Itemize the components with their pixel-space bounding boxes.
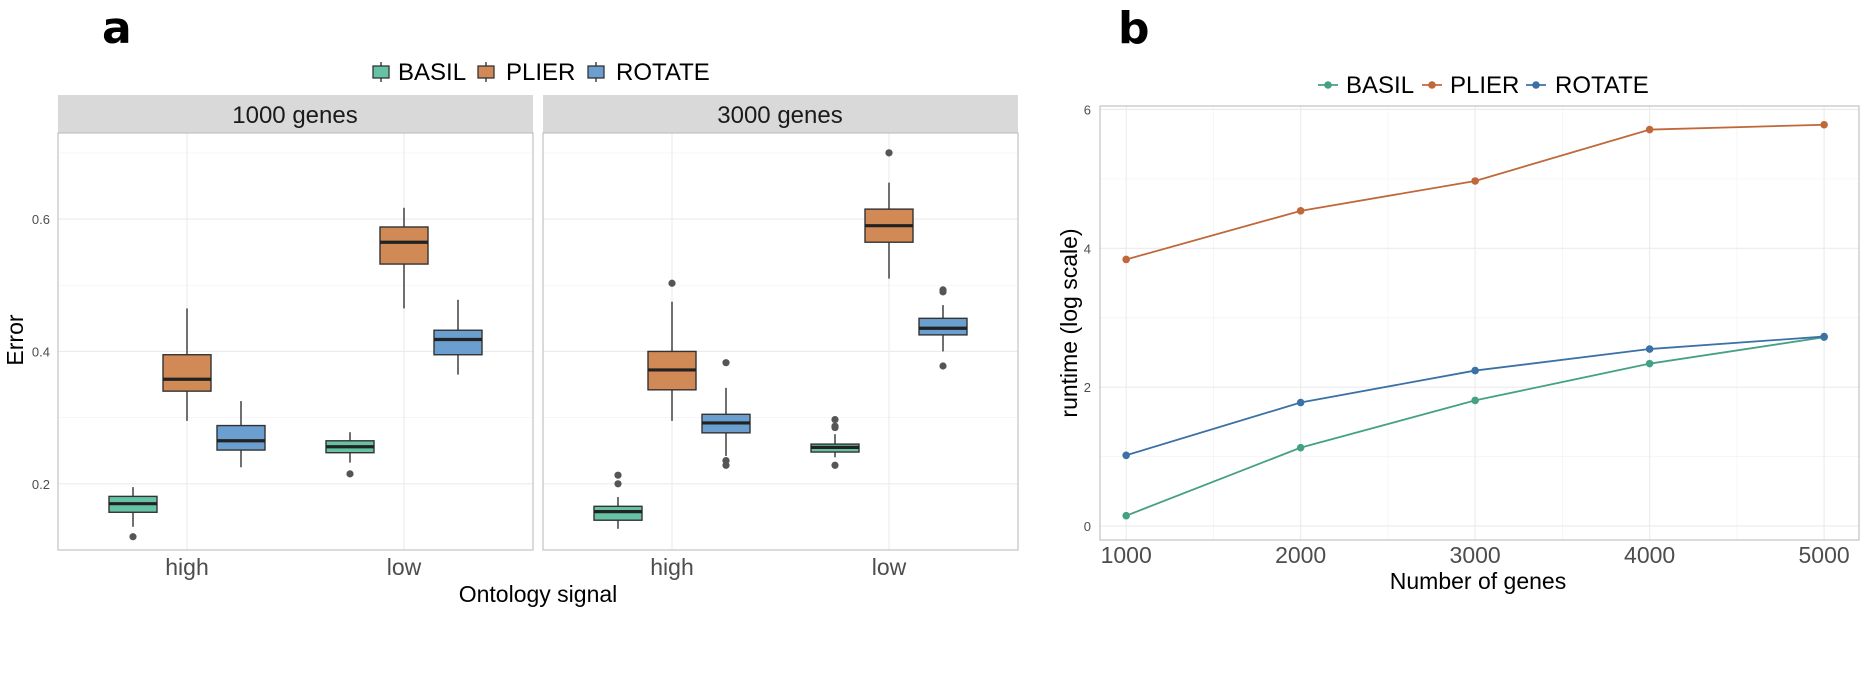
panel-b-plot-area: 1000 2000 3000 4000 5000 0 2 4 6	[1084, 102, 1860, 568]
point-rotate	[1471, 366, 1479, 375]
legend-b-dot-rotate	[1532, 81, 1540, 89]
legend-b-item-plier: PLIER	[1422, 72, 1519, 99]
outlier-basil-high	[614, 471, 622, 479]
facet-3000-plot	[542, 132, 1019, 551]
outlier-plier-low	[885, 149, 893, 157]
box-basil-high	[593, 505, 643, 521]
panel-a-y-axis: 0.2 0.4 0.6	[32, 212, 50, 492]
point-plier	[1122, 255, 1130, 264]
outlier-rotate-low	[939, 286, 947, 294]
box-rotate-high	[216, 424, 266, 451]
box-rotate-low	[433, 329, 483, 356]
ytick-label-b: 6	[1084, 102, 1091, 117]
point-rotate	[1122, 451, 1130, 460]
legend-a-swatch-rotate	[587, 65, 605, 79]
legend-a-label-plier: PLIER	[506, 59, 575, 86]
xtick-1000-low: low	[387, 554, 422, 580]
point-basil	[1471, 396, 1479, 405]
legend-a-item-rotate: ROTATE	[587, 59, 710, 86]
point-basil	[1645, 359, 1654, 368]
outlier-basil-low	[831, 416, 839, 424]
panel-b-x-title: Number of genes	[1390, 568, 1566, 594]
box-rotate-low	[918, 317, 968, 336]
panel-a-y-title: Error	[2, 314, 28, 365]
box-plier-low	[379, 226, 429, 265]
facet-strip-3000	[543, 95, 1018, 133]
facet-strip-1000	[58, 95, 533, 133]
point-plier	[1471, 177, 1479, 185]
legend-a-item-plier: PLIER	[477, 59, 575, 86]
legend-a-label-basil: BASIL	[398, 59, 466, 86]
point-basil	[1122, 511, 1130, 520]
outlier-basil-high	[129, 533, 137, 541]
legend-a-swatch-basil	[372, 65, 390, 79]
outlier-rotate-low	[939, 362, 947, 370]
xtick-1000-high: high	[165, 554, 208, 580]
panel-a-boxplot: BASIL PLIER ROTATE 1000 genes 3000 genes…	[2, 59, 1019, 607]
facet-1000-plot	[57, 132, 534, 551]
ytick-label-b: 4	[1084, 241, 1091, 256]
point-plier	[1645, 125, 1654, 134]
legend-b-dot-plier	[1428, 81, 1436, 89]
point-rotate	[1296, 398, 1305, 407]
point-rotate	[1645, 345, 1654, 353]
panel-a-x-title: Ontology signal	[459, 581, 618, 607]
panel-b-linechart: BASIL PLIER ROTATE 1000 2000 3000 4000 5000 0…	[1056, 72, 1860, 594]
legend-b-label-plier: PLIER	[1450, 72, 1519, 99]
xtick-label-b: 2000	[1275, 542, 1326, 568]
panel-b-y-title: runtime (log scale)	[1056, 228, 1082, 417]
xtick-label-b: 5000	[1799, 542, 1850, 568]
outlier-basil-low	[831, 422, 839, 430]
xtick-3000-high: high	[650, 554, 693, 580]
ytick-label-a: 0.2	[32, 477, 50, 492]
outlier-basil-high	[614, 480, 622, 488]
ytick-label-a: 0.6	[32, 212, 50, 227]
panel-b-border	[1099, 105, 1860, 541]
ytick-label-b: 0	[1084, 519, 1091, 534]
facet-border	[542, 132, 1019, 551]
box-plier-high	[162, 354, 212, 392]
legend-b-item-rotate: ROTATE	[1526, 72, 1649, 99]
xtick-label-b: 4000	[1624, 542, 1675, 568]
facet-title-3000: 3000 genes	[717, 102, 842, 129]
point-basil	[1296, 443, 1305, 452]
outlier-rotate-high	[722, 359, 730, 367]
ytick-label-a: 0.4	[32, 344, 50, 359]
point-rotate	[1820, 332, 1828, 341]
point-plier	[1820, 120, 1828, 129]
legend-b-label-basil: BASIL	[1346, 72, 1414, 99]
panel-label-b: b	[1118, 3, 1150, 54]
legend-b-label-rotate: ROTATE	[1555, 72, 1649, 99]
outlier-basil-low	[831, 461, 839, 469]
panel-label-a: a	[102, 3, 132, 54]
legend-a-label-rotate: ROTATE	[616, 59, 710, 86]
ytick-label-b: 2	[1084, 380, 1091, 395]
legend-b: BASIL PLIER ROTATE	[1318, 72, 1649, 99]
point-plier	[1296, 207, 1305, 215]
xtick-label-b: 3000	[1450, 542, 1501, 568]
legend-a-item-basil: BASIL	[372, 59, 466, 86]
outlier-rotate-high	[722, 461, 730, 469]
xtick-label-b: 1000	[1101, 542, 1152, 568]
legend-a: BASIL PLIER ROTATE	[372, 59, 710, 86]
facet-border	[57, 132, 534, 551]
xtick-3000-low: low	[872, 554, 907, 580]
legend-b-dot-basil	[1324, 81, 1332, 89]
legend-b-item-basil: BASIL	[1318, 72, 1414, 99]
legend-a-swatch-plier	[477, 65, 495, 79]
outlier-plier-high	[668, 279, 676, 287]
outlier-basil-low	[346, 470, 354, 478]
facet-title-1000: 1000 genes	[232, 102, 357, 129]
